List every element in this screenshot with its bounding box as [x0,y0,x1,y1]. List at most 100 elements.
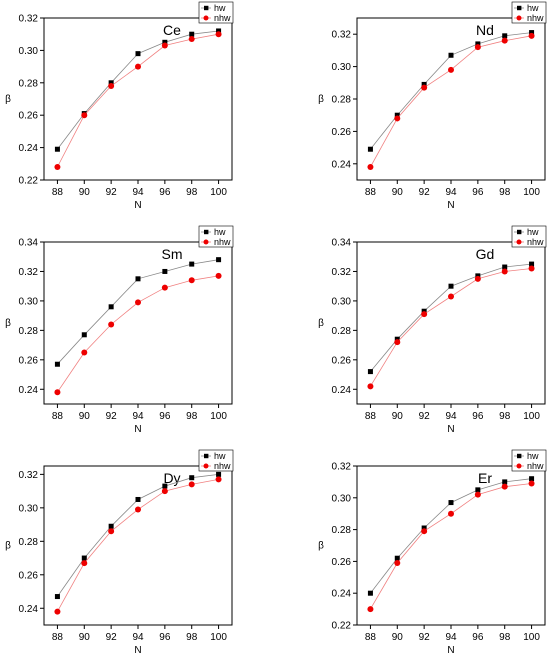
y-axis-label: β [5,541,11,552]
legend-marker-hw [204,453,209,459]
y-axis-label: β [318,541,324,552]
legend-marker-nhw [516,463,522,469]
x-axis-label: N [447,424,454,435]
y-axis-label: β [318,318,324,329]
x-tick-label: 96 [472,411,484,422]
x-tick-label: 96 [159,632,171,643]
legend-label-hw: hw [214,3,226,13]
x-tick-label: 100 [523,632,540,643]
data-point-hw [216,257,222,263]
x-tick-label: 92 [419,187,431,198]
data-point-hw [162,39,168,45]
data-point-nhw [448,510,454,517]
data-point-nhw [54,608,61,615]
chart-panel: 88 90 92 94 96 98 100 0.22 0.24 0.26 0.28 0.30 0.32 N… [5,1,234,211]
x-tick-label: 90 [79,187,91,198]
y-tick-label: 0.34 [19,238,39,249]
data-point-hw [475,41,481,47]
y-tick-label: 0.30 [332,493,352,504]
series-line-hw [57,259,219,365]
data-point-nhw [188,36,195,43]
series-line-hw [370,263,532,372]
x-tick-label: 98 [499,411,511,422]
x-tick-label: 92 [106,632,118,643]
x-axis-label: N [134,645,141,656]
legend-marker-nhw [203,463,209,469]
data-point-hw [529,476,535,482]
chart-panel: 88 90 92 94 96 98 100 0.24 0.26 0.28 0.30 0.32 0.34 N… [318,225,547,435]
legend-label-nhw: nhw [527,461,544,471]
y-tick-label: 0.26 [332,355,352,366]
x-axis-label: N [447,200,454,211]
element-label: Dy [163,470,180,486]
data-point-nhw [188,277,195,284]
x-tick-label: 90 [392,632,404,643]
data-point-nhw [135,299,141,306]
data-point-hw [54,361,60,367]
data-point-nhw [421,84,428,91]
data-point-nhw [528,32,535,39]
data-point-nhw [501,268,508,275]
data-point-nhw [81,349,88,356]
legend-label-nhw: nhw [214,237,231,247]
x-tick-label: 100 [210,411,227,422]
data-point-nhw [394,115,401,122]
y-tick-label: 0.24 [332,159,352,170]
data-point-nhw [108,321,115,328]
legend-label-hw: hw [214,451,226,461]
x-tick-label: 100 [210,187,227,198]
data-point-nhw [367,164,374,171]
data-point-nhw [81,560,88,567]
x-tick-label: 94 [445,187,457,198]
x-tick-label: 96 [472,632,484,643]
x-axis-label: N [447,645,454,656]
x-tick-label: 96 [159,411,171,422]
y-axis-label: β [5,94,11,105]
y-tick-label: 0.24 [332,589,352,600]
data-point-nhw [161,488,168,495]
legend-label-nhw: nhw [527,237,544,247]
x-tick-label: 88 [365,632,377,643]
y-axis-label: β [5,318,11,329]
series-line-hw [57,474,219,597]
data-point-hw [135,51,141,57]
data-point-hw [54,146,60,152]
legend-marker-nhw [516,15,522,21]
data-point-nhw [367,383,374,390]
x-tick-label: 94 [445,411,457,422]
data-point-hw [367,369,373,375]
data-point-nhw [108,528,115,535]
y-tick-label: 0.34 [332,238,352,249]
data-point-nhw [215,31,222,38]
y-tick-label: 0.32 [19,267,39,278]
legend-marker-hw [204,229,209,235]
x-tick-label: 94 [445,632,457,643]
legend-marker-nhw [203,15,209,21]
data-point-nhw [188,481,195,488]
legend-label-hw: hw [214,227,226,237]
element-label: Ce [163,22,181,38]
data-point-nhw [474,44,481,51]
legend-marker-hw [517,5,522,11]
data-point-hw [162,268,168,274]
data-point-hw [448,500,454,506]
y-tick-label: 0.24 [19,385,39,396]
x-tick-label: 94 [132,632,144,643]
data-point-hw [108,523,114,529]
legend-label-hw: hw [527,227,539,237]
x-tick-label: 92 [106,187,118,198]
data-point-hw [135,276,141,282]
x-axis-label: N [134,200,141,211]
x-tick-label: 90 [79,632,91,643]
plot-frame [43,17,233,181]
data-point-hw [54,594,60,600]
series-line-hw [370,478,532,594]
y-tick-label: 0.26 [19,355,39,366]
data-point-nhw [81,112,88,119]
data-point-nhw [501,37,508,44]
data-point-hw [216,28,222,34]
data-point-nhw [215,272,222,279]
legend-label-nhw: nhw [214,13,231,23]
series-line-hw [57,30,219,150]
data-point-nhw [135,63,141,70]
